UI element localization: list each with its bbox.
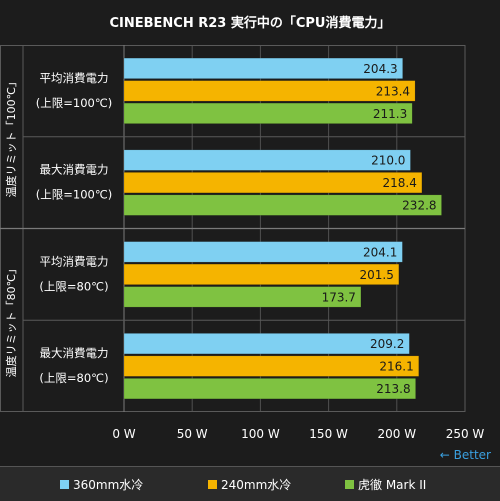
legend-swatch [345, 480, 354, 489]
legend-swatch [60, 480, 69, 489]
data-label: 213.4 [376, 84, 410, 98]
data-label: 213.8 [376, 382, 410, 396]
legend-label: 虎徹 Mark II [358, 478, 427, 492]
bar [123, 333, 410, 355]
bar [123, 194, 442, 216]
group-label: 温度リミット「80℃」 [4, 263, 18, 377]
x-tick-label: 150 W [309, 427, 348, 441]
category-label: 平均消費電力 [40, 71, 109, 85]
data-label: 210.0 [371, 154, 405, 168]
bar [123, 149, 411, 171]
legend: 360mm水冷 240mm水冷 虎徹 Mark II [0, 466, 500, 501]
x-tick-label: 100 W [241, 427, 280, 441]
category-sublabel: (上限=100℃) [36, 188, 112, 202]
x-tick-label: 50 W [177, 427, 208, 441]
category-sublabel: (上限=80℃) [39, 371, 108, 385]
data-label: 204.1 [363, 245, 397, 259]
better-label: ← Better [440, 448, 491, 462]
data-label: 173.7 [322, 290, 356, 304]
legend-item-360: 360mm水冷 [60, 476, 143, 493]
x-tick-label: 0 W [112, 427, 135, 441]
data-label: 204.3 [363, 62, 397, 76]
bar [123, 241, 403, 263]
bar [123, 172, 423, 194]
legend-label: 360mm水冷 [73, 478, 144, 492]
category-sublabel: (上限=100℃) [36, 96, 112, 110]
category-label: 最大消費電力 [40, 163, 109, 177]
category-label: 平均消費電力 [40, 254, 109, 268]
bar [123, 286, 362, 308]
data-label: 216.1 [379, 360, 413, 374]
bar [123, 355, 420, 377]
bar [123, 80, 416, 102]
legend-item-kotetsu: 虎徹 Mark II [345, 476, 426, 493]
group-label: 温度リミット「100℃」 [4, 76, 18, 197]
chart-title: CINEBENCH R23 実行中の「CPU消費電力」 [109, 15, 390, 31]
data-label: 209.2 [370, 337, 404, 351]
data-label: 232.8 [402, 199, 436, 213]
bar [123, 102, 413, 124]
data-label: 201.5 [359, 268, 393, 282]
bar [123, 378, 416, 400]
data-label: 211.3 [373, 107, 407, 121]
chart: CINEBENCH R23 実行中の「CPU消費電力」温度リミット「100℃」温… [0, 15, 491, 462]
category-label: 最大消費電力 [40, 346, 109, 360]
legend-item-240: 240mm水冷 [208, 476, 291, 493]
category-sublabel: (上限=80℃) [39, 279, 108, 293]
bar [123, 57, 403, 79]
x-tick-label: 200 W [378, 427, 417, 441]
bar [123, 263, 400, 285]
x-tick-label: 250 W [446, 427, 485, 441]
data-label: 218.4 [383, 176, 417, 190]
legend-label: 240mm水冷 [221, 478, 292, 492]
legend-swatch [208, 480, 217, 489]
